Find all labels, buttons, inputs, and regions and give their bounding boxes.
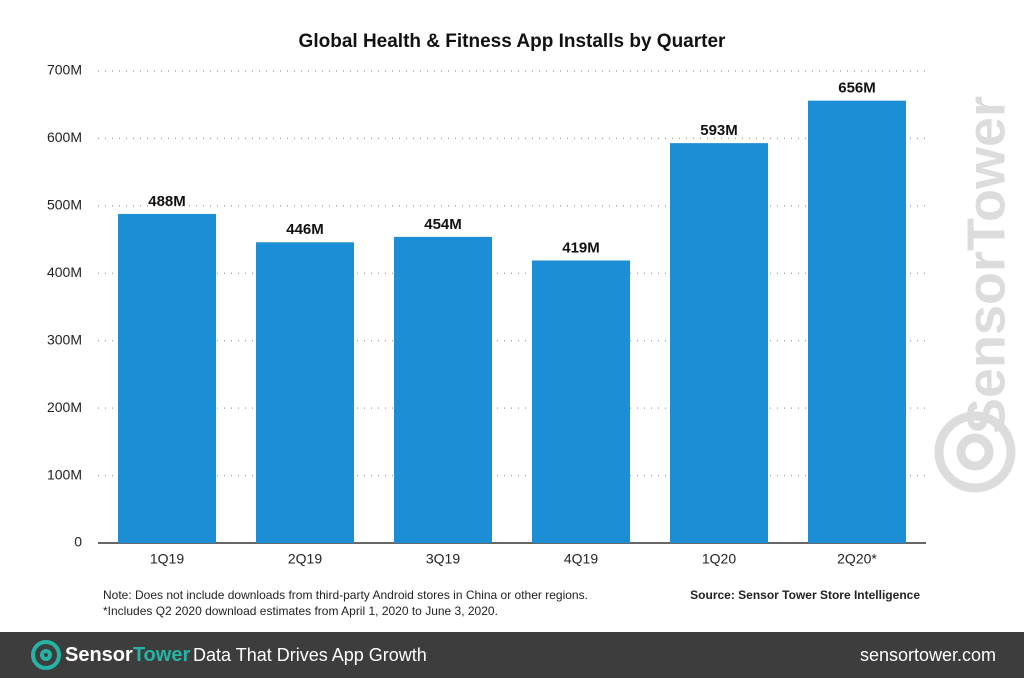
footer-brand: SensorTower [65, 644, 190, 666]
footer-tagline: Data That Drives App Growth [193, 645, 427, 665]
value-label: 419M [562, 239, 600, 256]
bar [118, 213, 216, 543]
chart-title: Global Health & Fitness App Installs by … [299, 31, 726, 52]
footer-bar [0, 632, 1024, 678]
y-tick-label: 0 [74, 534, 82, 550]
x-tick-label: 2Q19 [288, 551, 322, 567]
x-tick-label: 1Q20 [702, 551, 736, 567]
value-label: 454M [424, 216, 462, 233]
bar [808, 100, 906, 543]
value-label: 656M [838, 80, 876, 97]
value-label: 488M [148, 193, 186, 210]
y-tick-label: 100M [47, 466, 82, 482]
x-tick-label: 3Q19 [426, 551, 460, 567]
y-tick-label: 500M [47, 197, 82, 213]
value-label: 446M [286, 221, 324, 238]
footer-url: sensortower.com [860, 645, 996, 665]
y-tick-label: 200M [47, 399, 82, 415]
watermark-icon [934, 411, 1016, 493]
y-tick-label: 600M [47, 129, 82, 145]
watermark: SensorTower [956, 96, 1016, 434]
bar [256, 242, 354, 544]
y-tick-label: 400M [47, 264, 82, 280]
bar [394, 236, 492, 544]
y-tick-label: 700M [47, 62, 82, 78]
brand-part: Tower [133, 644, 191, 666]
x-tick-label: 2Q20* [837, 551, 877, 567]
note: *Includes Q2 2020 download estimates fro… [103, 604, 498, 618]
y-tick-label: 300M [47, 331, 82, 347]
x-tick-label: 4Q19 [564, 551, 598, 567]
x-tick-label: 1Q19 [150, 551, 184, 567]
bar [532, 260, 630, 543]
footer-logo-icon [31, 640, 61, 670]
bar [670, 143, 768, 544]
value-label: 593M [700, 122, 738, 139]
brand-part: Sensor [65, 644, 133, 666]
note: Note: Does not include downloads from th… [103, 588, 588, 602]
source: Source: Sensor Tower Store Intelligence [690, 588, 920, 602]
